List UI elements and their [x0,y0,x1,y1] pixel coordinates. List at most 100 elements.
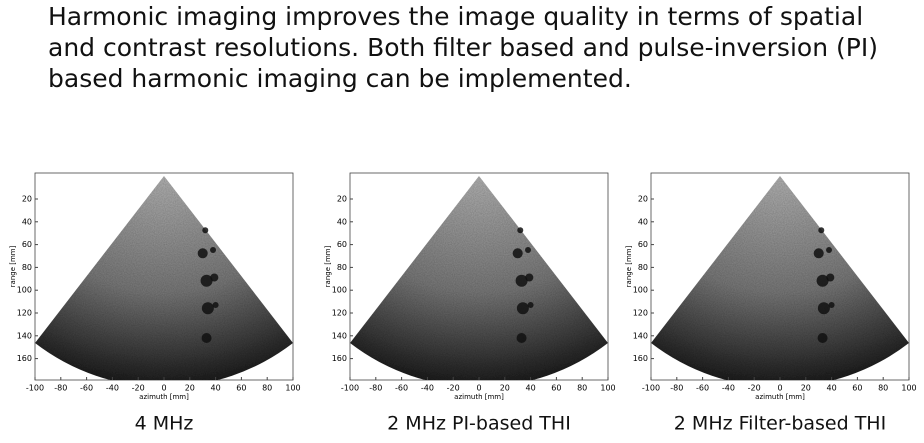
y-tick-label: 20 [22,195,32,204]
x-tick-label: -20 [748,384,761,393]
cyst [210,247,217,253]
x-tick-label: -60 [80,384,93,393]
x-tick-label: -80 [54,384,67,393]
x-tick-label: 100 [600,384,615,393]
cyst [201,302,214,315]
panel: -100 -80 -60 -40 -20 0 20 40 60 80 100 20 40 60 80 100 1… [625,172,917,435]
y-tick-label: 140 [633,331,648,340]
x-tick-label: -100 [341,384,359,393]
x-tick-label: -60 [696,384,709,393]
x-tick-label: 60 [852,384,862,393]
cyst [512,248,523,259]
y-tick-label: 40 [638,217,648,226]
y-tick-label: 20 [638,195,648,204]
cyst [826,247,833,253]
panel: -100 -80 -60 -40 -20 0 20 40 60 80 100 20 40 60 80 100 1… [324,172,616,435]
caption: 2 MHz Filter-based THI [674,413,886,435]
cyst [515,274,528,287]
y-tick-label: 160 [633,354,648,363]
y-axis-label: range [mm] [324,245,332,287]
x-tick-label: -40 [722,384,735,393]
heading-line: Harmonic imaging improves the image qual… [48,2,863,31]
y-tick-label: 100 [633,286,648,295]
cyst [813,248,824,259]
x-tick-label: 100 [901,384,916,393]
heading-line: and contrast resolutions. Both filter ba… [48,33,878,62]
y-axis-label: range [mm] [625,245,633,287]
x-tick-label: -100 [642,384,660,393]
y-tick-label: 140 [17,331,32,340]
caption: 2 MHz PI-based THI [387,413,571,435]
x-axis-label: azimuth [mm] [755,393,805,401]
x-tick-label: 40 [526,384,536,393]
y-tick-label: 60 [638,240,648,249]
y-tick-label: 140 [332,331,347,340]
y-tick-label: 80 [638,263,648,272]
x-tick-label: -20 [132,384,145,393]
x-tick-label: 80 [878,384,888,393]
y-tick-label: 80 [337,263,347,272]
y-tick-label: 100 [332,286,347,295]
x-tick-label: 20 [500,384,510,393]
y-axis-label: range [mm] [9,245,17,287]
x-tick-label: 20 [801,384,811,393]
cyst [525,273,534,282]
cyst [516,333,527,343]
cyst [826,273,835,282]
x-tick-label: 40 [827,384,837,393]
x-tick-label: 0 [777,384,782,393]
x-tick-label: -80 [670,384,683,393]
y-tick-label: 40 [337,217,347,226]
cyst [817,302,830,315]
caption: 4 MHz [135,413,194,435]
cyst [516,302,529,315]
y-tick-label: 160 [332,354,347,363]
y-tick-label: 120 [17,309,32,318]
x-tick-label: -60 [395,384,408,393]
cyst [202,227,209,234]
ultrasound-image [35,176,293,380]
panel: -100 -80 -60 -40 -20 0 20 40 60 80 100 20 40 60 80 100 1… [9,172,301,435]
heading-line: based harmonic imaging can be implemente… [48,64,632,93]
heading: Harmonic imaging improves the image qual… [48,2,878,93]
cyst [818,227,825,234]
x-tick-label: 80 [577,384,587,393]
cyst [201,333,212,343]
y-tick-label: 40 [22,217,32,226]
cyst [517,227,524,234]
y-tick-label: 20 [337,195,347,204]
x-tick-label: 20 [185,384,195,393]
cyst [525,247,532,253]
x-tick-label: 40 [211,384,221,393]
x-tick-label: -40 [106,384,119,393]
y-tick-label: 60 [337,240,347,249]
x-tick-label: -100 [26,384,44,393]
cyst [527,302,534,308]
x-axis-label: azimuth [mm] [139,393,189,401]
y-tick-label: 160 [17,354,32,363]
cyst [210,273,219,282]
x-axis-label: azimuth [mm] [454,393,504,401]
y-tick-label: 120 [332,309,347,318]
y-tick-label: 60 [22,240,32,249]
x-tick-label: 0 [476,384,481,393]
x-tick-label: 60 [236,384,246,393]
ultrasound-image [350,176,608,380]
x-tick-label: 100 [285,384,300,393]
cyst [816,274,829,287]
x-tick-label: 0 [161,384,166,393]
y-tick-label: 100 [17,286,32,295]
cyst [200,274,213,287]
x-tick-label: -40 [421,384,434,393]
x-tick-label: 80 [262,384,272,393]
cyst [828,302,835,308]
cyst [212,302,219,308]
x-tick-label: -20 [447,384,460,393]
cyst [817,333,828,343]
y-tick-label: 120 [633,309,648,318]
x-tick-label: -80 [369,384,382,393]
y-tick-label: 80 [22,263,32,272]
ultrasound-image [651,176,909,380]
